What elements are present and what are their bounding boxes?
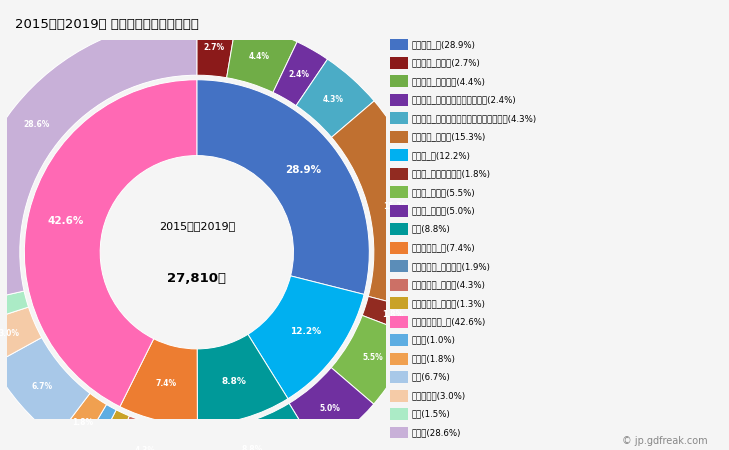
Wedge shape	[0, 19, 197, 303]
Bar	[390, 427, 408, 438]
Text: その他の死因_計(42.6%): その他の死因_計(42.6%)	[411, 317, 486, 326]
Text: 悪性腫瘍_その他(15.3%): 悪性腫瘍_その他(15.3%)	[411, 132, 486, 141]
Text: 心疾患_急性心筋梗塞(1.8%): 心疾患_急性心筋梗塞(1.8%)	[411, 169, 491, 178]
Text: 脳血管疾患_計(7.4%): 脳血管疾患_計(7.4%)	[411, 243, 475, 252]
Wedge shape	[289, 368, 374, 450]
Bar	[390, 94, 408, 106]
Wedge shape	[24, 80, 197, 407]
Wedge shape	[331, 315, 415, 404]
Text: 自殺(1.5%): 自殺(1.5%)	[411, 410, 451, 418]
Text: 27,810人: 27,810人	[168, 272, 226, 285]
Text: 老衰(6.7%): 老衰(6.7%)	[411, 373, 451, 382]
Text: 心疾患_その他(5.0%): 心疾患_その他(5.0%)	[411, 206, 475, 215]
Text: 脳血管疾患_その他(1.3%): 脳血管疾患_その他(1.3%)	[411, 299, 486, 308]
Bar	[390, 279, 408, 291]
Text: 28.6%: 28.6%	[23, 120, 50, 129]
Wedge shape	[197, 334, 288, 425]
Wedge shape	[120, 339, 198, 425]
Bar	[390, 149, 408, 161]
Text: 5.5%: 5.5%	[362, 353, 383, 362]
Wedge shape	[0, 338, 90, 438]
Text: 3.0%: 3.0%	[0, 329, 19, 338]
Text: 腎不全(1.8%): 腎不全(1.8%)	[411, 354, 456, 363]
Text: 肝疾患(1.0%): 肝疾患(1.0%)	[411, 336, 456, 345]
Text: 4.3%: 4.3%	[134, 446, 155, 450]
Bar	[390, 390, 408, 401]
Wedge shape	[196, 403, 319, 450]
Text: 12.2%: 12.2%	[290, 327, 321, 336]
Text: 不慮の事故(3.0%): 不慮の事故(3.0%)	[411, 391, 466, 400]
Wedge shape	[362, 297, 423, 335]
Bar	[390, 76, 408, 87]
Wedge shape	[227, 22, 297, 92]
Bar	[390, 408, 408, 420]
Text: 1.8%: 1.8%	[382, 310, 403, 319]
Bar	[390, 112, 408, 124]
Wedge shape	[90, 410, 129, 450]
Wedge shape	[248, 276, 364, 399]
Bar	[390, 57, 408, 69]
Bar	[390, 223, 408, 235]
Wedge shape	[197, 19, 236, 78]
Text: 脳血管疾患_脳内出血(1.9%): 脳血管疾患_脳内出血(1.9%)	[411, 262, 491, 271]
Bar	[390, 297, 408, 309]
Wedge shape	[78, 405, 116, 450]
Text: 悪性腫瘍_計(28.9%): 悪性腫瘍_計(28.9%)	[411, 40, 475, 49]
Wedge shape	[273, 42, 327, 106]
Wedge shape	[108, 416, 175, 450]
Bar	[390, 131, 408, 143]
Bar	[390, 242, 408, 254]
Text: 悪性腫瘍_胃がん(2.7%): 悪性腫瘍_胃がん(2.7%)	[411, 58, 480, 68]
Text: 5.0%: 5.0%	[319, 404, 340, 413]
Text: その他(28.6%): その他(28.6%)	[411, 428, 461, 437]
Wedge shape	[197, 80, 370, 294]
Text: 心疾患_心不全(5.5%): 心疾患_心不全(5.5%)	[411, 188, 475, 197]
Text: 7.4%: 7.4%	[156, 379, 176, 388]
Wedge shape	[168, 428, 196, 450]
Bar	[390, 186, 408, 198]
Bar	[390, 168, 408, 180]
Text: 2015年～2019年: 2015年～2019年	[159, 220, 235, 231]
Text: 心疾患_計(12.2%): 心疾患_計(12.2%)	[411, 151, 470, 160]
Text: 悪性腫瘍_肝がん・肝内胆管がん(2.4%): 悪性腫瘍_肝がん・肝内胆管がん(2.4%)	[411, 95, 516, 104]
Text: 2.4%: 2.4%	[288, 70, 309, 79]
Text: 15.3%: 15.3%	[383, 202, 410, 211]
Text: 脳血管疾患_脳梗塞(4.3%): 脳血管疾患_脳梗塞(4.3%)	[411, 280, 486, 289]
Text: © jp.gdfreak.com: © jp.gdfreak.com	[622, 436, 707, 446]
Text: 8.8%: 8.8%	[222, 377, 246, 386]
Text: 1.8%: 1.8%	[72, 418, 93, 427]
Text: 6.7%: 6.7%	[31, 382, 52, 391]
Bar	[390, 334, 408, 346]
Text: 8.8%: 8.8%	[241, 445, 262, 450]
Wedge shape	[0, 291, 28, 324]
Text: 4.3%: 4.3%	[323, 95, 344, 104]
Wedge shape	[296, 59, 374, 137]
Bar	[390, 260, 408, 272]
Bar	[390, 353, 408, 364]
Text: 悪性腫瘍_気管がん・気管支がん・肺がん(4.3%): 悪性腫瘍_気管がん・気管支がん・肺がん(4.3%)	[411, 114, 537, 123]
Text: 肺炎(8.8%): 肺炎(8.8%)	[411, 225, 451, 234]
Bar	[390, 39, 408, 50]
Bar	[390, 205, 408, 217]
Wedge shape	[56, 393, 106, 450]
Text: 42.6%: 42.6%	[47, 216, 84, 226]
Text: 2.7%: 2.7%	[203, 43, 225, 52]
Bar	[390, 316, 408, 328]
Wedge shape	[0, 307, 42, 365]
Wedge shape	[332, 101, 430, 310]
Bar	[390, 371, 408, 383]
Text: 4.4%: 4.4%	[249, 52, 269, 61]
Text: 2015年～2019年 福岡市の女性の死因構成: 2015年～2019年 福岡市の女性の死因構成	[15, 18, 198, 31]
Text: 悪性腫瘍_大腸がん(4.4%): 悪性腫瘍_大腸がん(4.4%)	[411, 77, 486, 86]
Text: 28.9%: 28.9%	[285, 165, 321, 175]
